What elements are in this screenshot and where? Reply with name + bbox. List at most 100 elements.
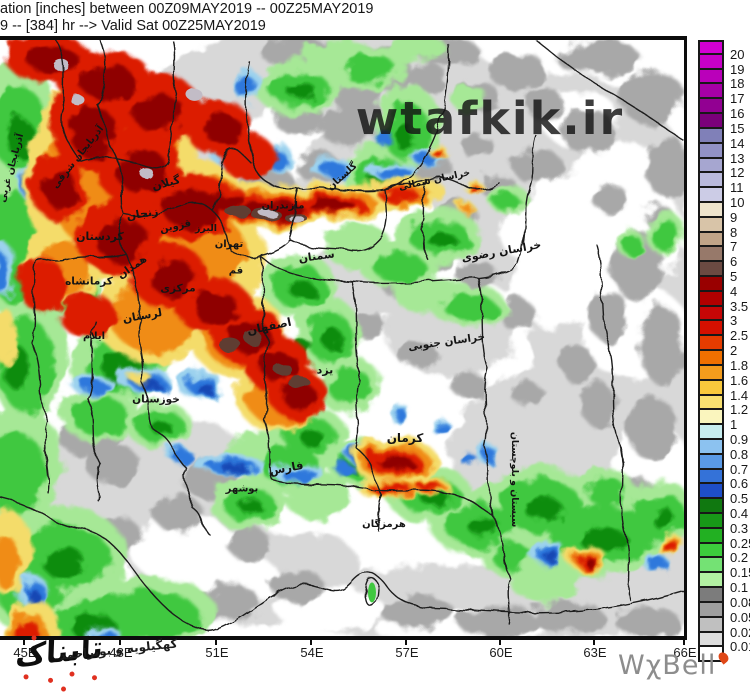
- legend-value: 19: [730, 61, 745, 77]
- persian-gulf-coastline: [0, 496, 215, 632]
- tabnak-dot: [47, 677, 54, 684]
- province-boundary: [125, 253, 153, 429]
- legend-entry: 20: [698, 40, 750, 62]
- legend-value: 1.6: [730, 372, 749, 388]
- caspian-coastline: [244, 43, 450, 192]
- province-label: خوزستان: [132, 393, 180, 405]
- province-label: کرمانشاه: [65, 276, 114, 288]
- legend-value: 3: [730, 313, 738, 329]
- legend-swatch: [698, 114, 724, 129]
- province-boundary: [87, 320, 101, 502]
- legend-value: 20: [730, 46, 745, 62]
- legend-swatch: [698, 558, 724, 574]
- province-label: سیستان و بلوچستان: [509, 432, 520, 527]
- province-boundary: [355, 447, 383, 534]
- legend-entry: 1.6: [698, 365, 750, 388]
- legend-entry: 1.2: [698, 395, 750, 417]
- legend-entry: 6: [698, 247, 750, 269]
- legend-swatch: [698, 54, 724, 70]
- legend-value: 4: [730, 283, 738, 299]
- axis-tick-mark: [405, 640, 407, 645]
- legend-swatch: [698, 84, 724, 100]
- legend-entry: 0.1: [698, 573, 750, 595]
- legend-entry: 0.6: [698, 469, 750, 491]
- legend-value: 3.5: [730, 298, 749, 314]
- legend-swatch: [698, 277, 724, 292]
- province-boundary: [167, 40, 177, 156]
- legend-value: 18: [730, 76, 745, 92]
- legend-entry: 12: [698, 158, 750, 180]
- province-label: ایلام: [83, 331, 105, 342]
- province-boundary: [491, 514, 511, 625]
- legend-value: 0.5: [730, 491, 749, 507]
- legend-value: 8: [730, 224, 738, 240]
- legend-entry: 0.2: [698, 543, 750, 565]
- legend-swatch: [698, 202, 724, 218]
- legend-swatch: [698, 247, 724, 263]
- legend-swatch: [698, 158, 724, 174]
- legend-entry: 0.05: [698, 602, 750, 625]
- legend-swatch: [698, 173, 724, 189]
- legend-swatch: [698, 380, 724, 396]
- legend-entry: 4: [698, 277, 750, 299]
- axis-tick-mark: [215, 640, 217, 645]
- wxbell-logo-text: WχBell: [618, 650, 717, 681]
- legend-value: 10: [730, 194, 745, 210]
- legend-value: 0.8: [730, 446, 749, 462]
- legend-value: 1.8: [730, 357, 749, 373]
- tabnak-dot: [23, 674, 29, 680]
- province-label: قم: [229, 266, 243, 277]
- province-label: بوشهر: [225, 483, 259, 494]
- legend-entry: 2: [698, 336, 750, 358]
- axis-tick-label: 66E: [673, 645, 697, 660]
- axis-tick-label: 63E: [583, 645, 607, 660]
- legend-swatch: [698, 69, 724, 85]
- qeshm-island: [364, 577, 380, 607]
- legend-entry: 1.8: [698, 351, 750, 373]
- legend-value: 1.2: [730, 402, 749, 418]
- legend-swatch: [698, 632, 724, 648]
- legend-entry: 0.7: [698, 454, 750, 477]
- legend-swatch: [698, 602, 724, 618]
- legend-value: 5: [730, 269, 738, 284]
- province-label: البرز: [194, 223, 217, 234]
- legend-entry: 0.3: [698, 514, 750, 536]
- tabnak-dot: [91, 674, 98, 681]
- legend-entry: 13: [698, 143, 750, 166]
- legend-value: 0.2: [730, 550, 749, 566]
- header-line-2: 9 -- [384] hr --> Valid Sat 00Z25MAY2019: [0, 18, 266, 34]
- legend-swatch: [698, 588, 724, 603]
- legend-swatch: [698, 306, 724, 322]
- legend-value: 9: [730, 209, 738, 225]
- axis-tick-mark: [23, 640, 25, 645]
- longitude-axis: 45E 48E 51E 54E 57E 60E 63E 66E: [0, 640, 697, 664]
- province-boundary: [111, 148, 127, 255]
- legend-value: 0.08: [730, 594, 750, 610]
- tabnak-logo: تابناک کهگیلویه و بویراحمد: [0, 619, 178, 696]
- province-boundary: [55, 40, 81, 162]
- province-boundary: [259, 255, 273, 480]
- legend-entry: 1.4: [698, 380, 750, 403]
- province-boundary: [259, 255, 519, 284]
- map-boundaries: [0, 40, 684, 632]
- province-boundary: [79, 154, 169, 169]
- legend-swatch: [698, 365, 724, 381]
- legend-value: 14: [730, 135, 745, 151]
- legend-swatch: [698, 217, 724, 233]
- legend-entry: 16: [698, 99, 750, 121]
- legend-entry: 0.5: [698, 484, 750, 506]
- axis-tick-label: 51E: [205, 645, 229, 660]
- legend-value: 2.5: [730, 328, 749, 344]
- province-label: فارس: [268, 458, 304, 478]
- legend-swatch: [698, 321, 724, 337]
- legend-entry: 1: [698, 410, 750, 432]
- legend-swatch: [698, 351, 724, 366]
- province-boundary: [35, 253, 127, 262]
- precipitation-map: آذربایجان شرقی آذربایجان غربی گیلان مازندرا…: [0, 36, 687, 640]
- legend-value: 0.3: [730, 520, 749, 536]
- axis-tick-mark: [310, 640, 312, 645]
- legend-swatch: [698, 484, 724, 500]
- legend-entry: 0.25: [698, 528, 750, 551]
- axis-tick-mark: [119, 640, 121, 645]
- legend-swatch: [698, 469, 724, 485]
